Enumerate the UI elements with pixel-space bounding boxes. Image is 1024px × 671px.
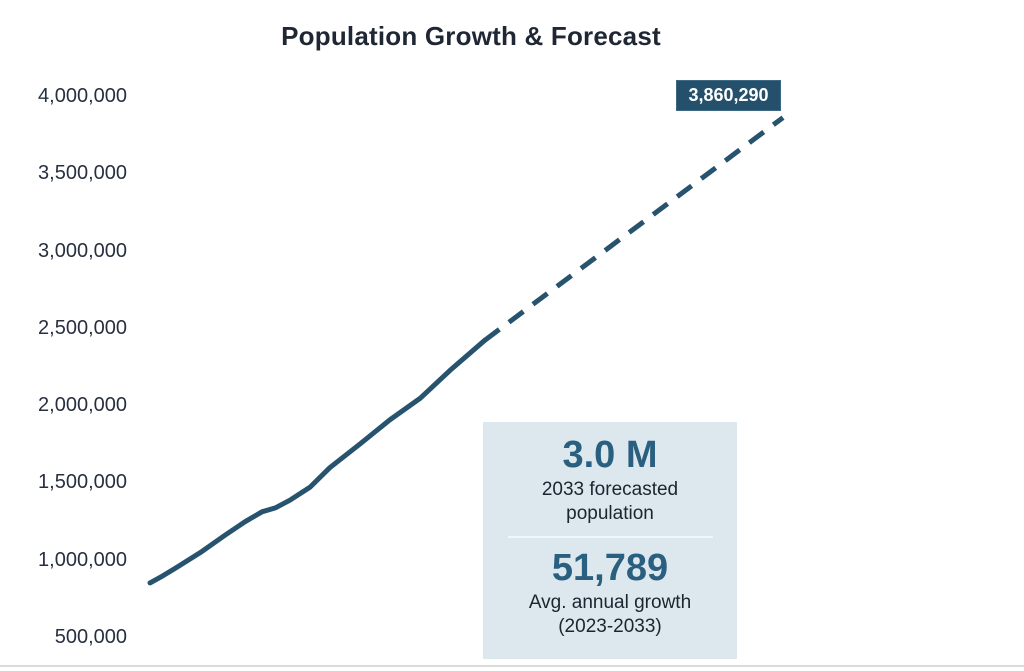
end-value-callout: 3,860,290 [676, 80, 781, 111]
annual-growth-value: 51,789 [551, 547, 669, 589]
historical-line [147, 337, 488, 586]
y-axis-tick-label: 2,000,000 [38, 394, 127, 417]
y-axis-tick-label: 2,500,000 [38, 316, 127, 339]
y-axis-tick-label: 3,500,000 [38, 162, 127, 185]
chart-title: Population Growth & Forecast [281, 21, 661, 51]
forecast-population-value: 3.0 M [562, 434, 658, 476]
y-axis-tick-label: 1,500,000 [38, 471, 127, 494]
bottom-divider-line [0, 665, 1024, 667]
annual-growth-label: Avg. annual growth (2023-2033) [528, 592, 692, 637]
forecast-line [483, 115, 785, 343]
stats-card: 3.0 M 2033 forecasted population 51,789 … [483, 422, 737, 659]
y-axis-tick-label: 4,000,000 [38, 85, 127, 107]
forecast-population-label: 2033 forecasted population [541, 479, 679, 524]
y-axis-tick-label: 500,000 [54, 626, 127, 648]
y-axis-tick-label: 1,000,000 [38, 548, 127, 571]
y-axis-tick-label: 3,000,000 [38, 239, 127, 262]
card-divider [507, 536, 713, 538]
